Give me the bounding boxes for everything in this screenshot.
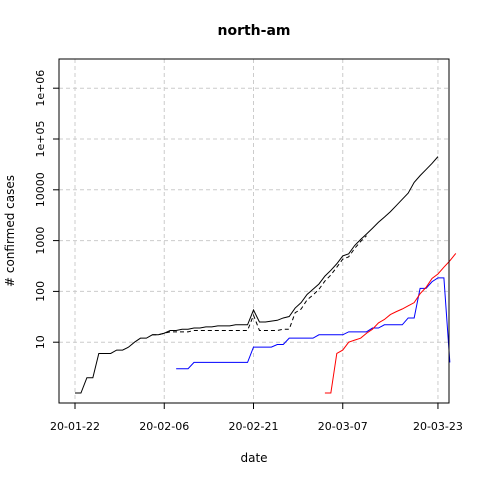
y-axis-label: # confirmed cases xyxy=(3,175,17,287)
series-line-2 xyxy=(152,235,367,336)
series-line-3 xyxy=(176,277,451,370)
chart-title: north-am xyxy=(218,23,291,39)
x-tick-label: 20-02-06 xyxy=(139,420,189,433)
y-tick-label: 1e+05 xyxy=(34,121,47,158)
y-tick-label: 1e+06 xyxy=(34,70,47,107)
axes: 20-01-22 20-02-06 20-02-21 20-03-07 20-03-23… xyxy=(34,70,463,433)
grid xyxy=(59,59,449,403)
series-line-4 xyxy=(324,253,457,394)
y-tick-label: 10000 xyxy=(34,172,47,207)
x-tick-label: 20-01-22 xyxy=(50,420,100,433)
series-line-1 xyxy=(75,156,439,394)
x-tick-label: 20-03-07 xyxy=(318,420,368,433)
y-tick-label: 100 xyxy=(34,281,47,302)
y-tick-label: 1000 xyxy=(34,227,47,255)
x-axis-label: date xyxy=(240,451,267,465)
x-tick-label: 20-02-21 xyxy=(229,420,279,433)
x-tick-label: 20-03-23 xyxy=(413,420,463,433)
y-tick-label: 10 xyxy=(34,335,47,349)
series-layer xyxy=(75,156,457,394)
